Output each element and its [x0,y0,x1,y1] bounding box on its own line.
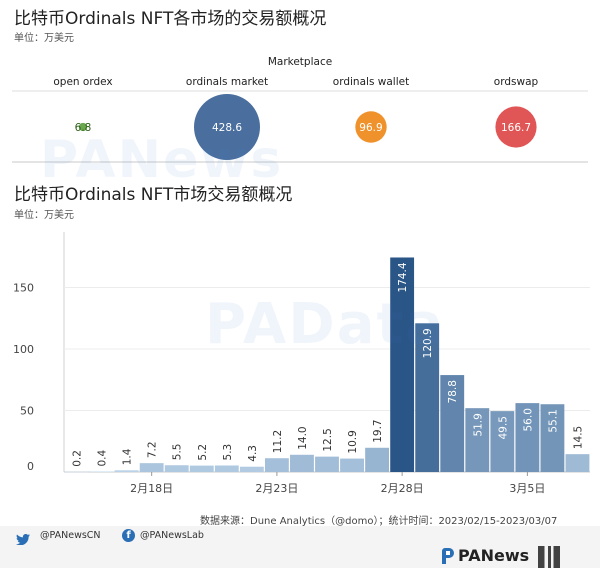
bar-label-17: 49.5 [497,416,509,439]
bar-4 [164,465,189,472]
bar-label-2: 1.4 [122,448,134,465]
bar-label-18: 56.0 [522,408,534,431]
bar-label-11: 10.9 [347,430,359,453]
bar-3 [139,463,164,472]
bubble-2 [355,111,387,143]
facebook-icon: f [122,529,135,542]
bar-5 [189,465,214,472]
bar-label-5: 5.2 [197,444,209,461]
bar-label-9: 14.0 [297,426,309,449]
qr-code-icon [538,546,560,568]
chart2-title: 比特币Ordinals NFT市场交易额概况 [14,185,293,205]
bar-9 [290,454,314,472]
bar-17 [490,411,515,472]
bar-label-8: 11.2 [272,430,284,453]
market-label-ordinals-market: ordinals market [185,76,269,88]
bar-label-7: 4.3 [247,445,259,462]
footer-bar [0,526,600,568]
bar-13 [390,257,415,472]
bubble-chart: 6.8 428.6 96.9 166.7 [12,90,588,163]
bar-label-6: 5.3 [222,444,234,461]
x-tick-label-0: 2月18日 [130,482,173,495]
chart1-unit: 单位：万美元 [14,33,74,44]
bubble-1 [194,94,260,160]
bubble-label-2: 96.9 [359,122,382,134]
bar-label-1: 0.4 [97,449,109,466]
y-tick-label-3: 150 [13,282,34,295]
bubble-0 [78,122,88,132]
bar-19 [540,404,565,472]
y-tick-label-0: 0 [27,460,34,473]
bar-label-3: 7.2 [147,441,159,458]
bar-label-20: 14.5 [572,426,584,449]
bar-6 [214,465,239,472]
y-tick-label-2: 100 [13,343,34,356]
bar-14 [415,323,440,472]
bubble-label-0: 6.8 [75,122,92,134]
watermark-panews: PANews [40,130,284,190]
twitter-icon [16,530,30,546]
bar-label-0: 0.2 [72,450,84,467]
bubble-3 [495,106,537,148]
brand-logo-icon [440,548,454,564]
source-line: 数据来源：Dune Analytics（@domo）；统计时间：2023/02/… [200,516,558,527]
marketplace-header: Marketplace [267,56,333,68]
bar-label-10: 12.5 [322,428,334,451]
bar-8 [264,458,289,472]
bar-1 [89,471,114,473]
bar-label-14: 120.9 [422,328,434,358]
bar-7 [239,466,264,472]
bar-label-15: 78.8 [447,380,459,403]
watermark-padata: PAData [205,292,446,357]
chart2-unit: 单位：万美元 [14,210,74,221]
bar-20 [565,454,590,472]
bar-label-12: 19.7 [372,419,384,442]
x-tick-label-2: 2月28日 [381,482,424,495]
bar-label-13: 174.4 [397,262,409,292]
bar-2 [114,470,139,472]
bar-15 [440,375,465,472]
facebook-handle[interactable]: @PANewsLab [140,530,204,541]
bar-label-19: 55.1 [547,409,559,432]
brand-logo: PANews [458,546,530,565]
x-tick-label-3: 3月5日 [509,482,545,495]
bar-0 [64,471,89,473]
x-tick-label-1: 2月23日 [255,482,298,495]
bar-18 [515,403,540,472]
chart1-title: 比特币Ordinals NFT各市场的交易额概况 [14,9,327,29]
market-label-open-ordex: open ordex [53,76,113,88]
y-tick-label-1: 50 [20,405,34,418]
bar-chart: 0 50 100 150 0.2 0.4 1.4 7.2 5.5 5.2 5.3 4.3 11.2 14.… [13,232,590,495]
bar-11 [340,458,364,472]
twitter-handle[interactable]: @PANewsCN [40,530,101,541]
market-label-ordswap: ordswap [493,76,539,88]
bubble-label-3: 166.7 [501,122,531,134]
bar-label-16: 51.9 [472,413,484,436]
bubble-label-1: 428.6 [212,122,242,134]
bar-10 [315,456,339,472]
bar-16 [465,408,490,472]
bar-12 [365,447,390,472]
bar-label-4: 5.5 [172,444,184,461]
market-label-ordinals-wallet: ordinals wallet [332,76,410,88]
